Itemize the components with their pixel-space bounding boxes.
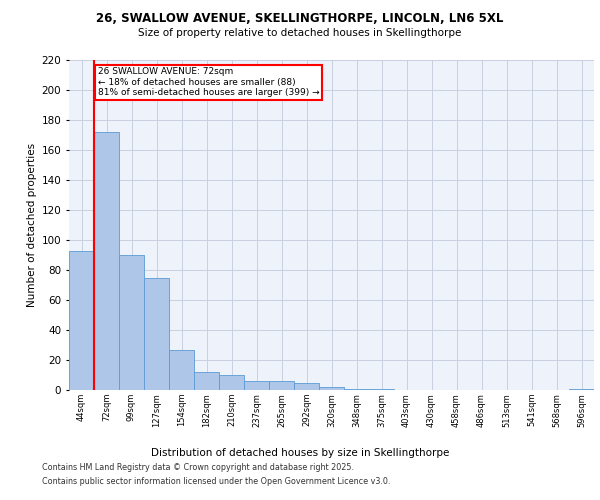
Bar xyxy=(369,388,394,390)
Text: Contains public sector information licensed under the Open Government Licence v3: Contains public sector information licen… xyxy=(42,477,391,486)
Text: Distribution of detached houses by size in Skellingthorpe: Distribution of detached houses by size … xyxy=(151,448,449,458)
Bar xyxy=(219,375,244,390)
Bar xyxy=(294,382,319,390)
Bar xyxy=(119,255,144,390)
Bar xyxy=(569,388,594,390)
Text: Contains HM Land Registry data © Crown copyright and database right 2025.: Contains HM Land Registry data © Crown c… xyxy=(42,464,354,472)
Text: 26, SWALLOW AVENUE, SKELLINGTHORPE, LINCOLN, LN6 5XL: 26, SWALLOW AVENUE, SKELLINGTHORPE, LINC… xyxy=(97,12,503,26)
Bar xyxy=(94,132,119,390)
Bar xyxy=(69,250,94,390)
Text: Size of property relative to detached houses in Skellingthorpe: Size of property relative to detached ho… xyxy=(139,28,461,38)
Bar xyxy=(244,381,269,390)
Bar xyxy=(144,278,169,390)
Bar xyxy=(194,372,219,390)
Y-axis label: Number of detached properties: Number of detached properties xyxy=(28,143,37,307)
Text: 26 SWALLOW AVENUE: 72sqm
← 18% of detached houses are smaller (88)
81% of semi-d: 26 SWALLOW AVENUE: 72sqm ← 18% of detach… xyxy=(98,68,319,98)
Bar xyxy=(344,388,369,390)
Bar xyxy=(319,387,344,390)
Bar xyxy=(169,350,194,390)
Bar xyxy=(269,381,294,390)
